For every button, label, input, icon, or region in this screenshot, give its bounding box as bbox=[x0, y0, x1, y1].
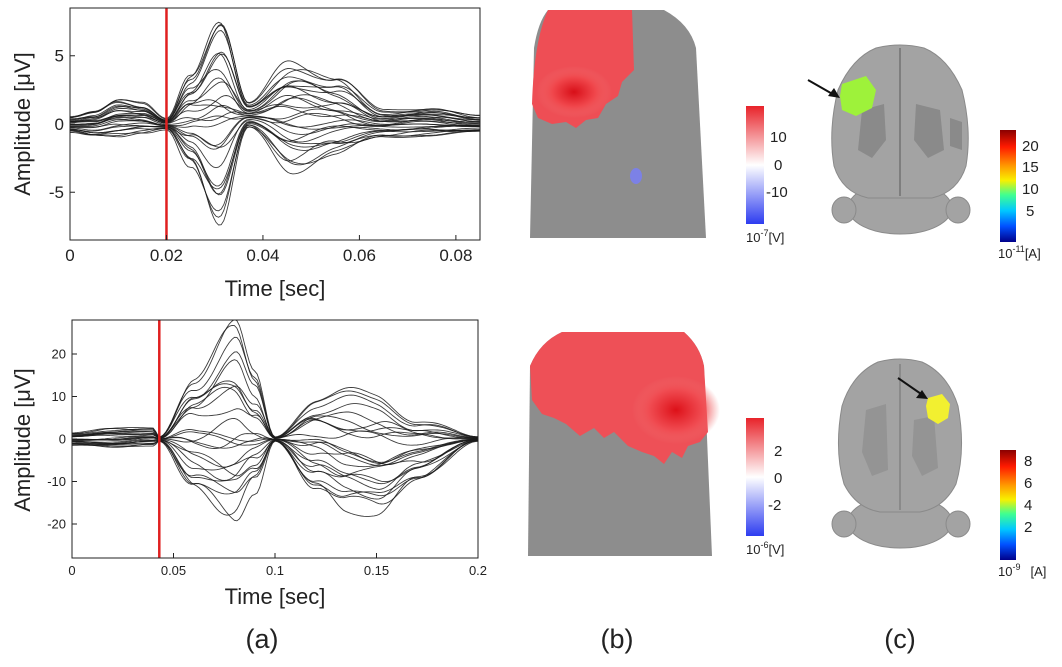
eeg-traces-top bbox=[70, 21, 480, 226]
y-tick-label-bottom-1: -20 bbox=[47, 517, 66, 532]
eeg-traces-bottom bbox=[72, 320, 478, 522]
amplitude-plot-bottom: 0 0.05 0.1 0.15 0.2 -20 -10 0 10 20 Amplitude [μV… bbox=[10, 319, 487, 609]
panel-label-b: (b) bbox=[601, 624, 634, 654]
flocculus-left-bottom bbox=[831, 510, 857, 538]
colorbar-unit-b1: 10-7[V] bbox=[746, 228, 784, 245]
cortex-patch-right-top bbox=[914, 104, 944, 158]
x-tick-label-bottom-5: 0.2 bbox=[469, 563, 487, 578]
x-tick-label-top-5: 0.08 bbox=[439, 246, 472, 265]
colorbar-tick-b1-1: 10 bbox=[770, 129, 787, 146]
colorbar-gradient-b2 bbox=[746, 418, 764, 536]
colorbar-tick-b2-3: -2 bbox=[768, 497, 781, 514]
cortex-patch-left-top bbox=[858, 104, 886, 158]
positive-peak-bottom bbox=[632, 376, 720, 444]
eeg-trace-top-12 bbox=[70, 116, 480, 146]
colorbar-gradient-b1 bbox=[746, 106, 764, 224]
cortex-patch-right-bottom bbox=[912, 416, 938, 476]
cortex-patch-lateral-top bbox=[950, 118, 962, 150]
colorbar-tick-c1-3: 10 bbox=[1022, 181, 1039, 198]
x-tick-label-top-4: 0.06 bbox=[343, 246, 376, 265]
eeg-trace-top-3 bbox=[70, 124, 480, 218]
axis-ticks-bottom: 0 0.05 0.1 0.15 0.2 -20 -10 0 10 20 bbox=[47, 347, 487, 578]
cortex-patch-left-bottom bbox=[862, 404, 888, 476]
flocculus-right-top bbox=[945, 196, 971, 224]
positive-peak-top bbox=[536, 66, 612, 118]
x-tick-label-top-2: 0.02 bbox=[150, 246, 183, 265]
colorbar-unit-c2: 10-9 [A] bbox=[998, 562, 1046, 579]
colorbar-gradient-c1 bbox=[1000, 130, 1016, 242]
colorbar-tick-c2-2: 6 bbox=[1024, 475, 1032, 492]
colorbar-tick-c2-1: 8 bbox=[1024, 453, 1032, 470]
x-tick-label-top-3: 0.04 bbox=[246, 246, 279, 265]
arrow-head-top bbox=[828, 88, 840, 98]
x-tick-label-bottom-3: 0.1 bbox=[266, 563, 284, 578]
eeg-trace-bottom-24 bbox=[72, 320, 478, 438]
x-tick-label-bottom-2: 0.05 bbox=[161, 563, 186, 578]
eeg-trace-top-14 bbox=[70, 112, 480, 127]
colorbar-gradient-c2 bbox=[1000, 450, 1016, 560]
axis-ticks-top: 0 0.02 0.04 0.06 0.08 -5 0 5 bbox=[49, 47, 473, 265]
colorbar-tick-c2-4: 2 bbox=[1024, 519, 1032, 536]
eeg-trace-top-2 bbox=[70, 126, 480, 226]
arrow-head-bottom bbox=[916, 390, 928, 399]
colorbar-potential-top: 10 0 -10 10-7[V] bbox=[746, 106, 788, 245]
y-tick-label-top-3: 5 bbox=[55, 47, 64, 66]
eeg-trace-top-23 bbox=[70, 51, 480, 122]
eeg-trace-top-19 bbox=[70, 94, 480, 123]
colorbar-tick-b1-2: 0 bbox=[774, 157, 782, 174]
potential-map-bottom bbox=[528, 332, 720, 556]
x-tick-label-bottom-4: 0.15 bbox=[364, 563, 389, 578]
y-axis-label-top: Amplitude [μV] bbox=[10, 52, 35, 196]
y-tick-label-bottom-5: 20 bbox=[52, 347, 66, 362]
y-tick-label-bottom-2: -10 bbox=[47, 474, 66, 489]
colorbar-tick-b2-2: 0 bbox=[774, 470, 782, 487]
amplitude-plot-top: 0 0.02 0.04 0.06 0.08 -5 0 5 Amplitude [μV] Tim… bbox=[10, 7, 481, 301]
eeg-trace-bottom-14 bbox=[72, 418, 478, 464]
colorbar-unit-c1: 10-11[A] bbox=[998, 244, 1041, 261]
source-activation-top bbox=[840, 76, 876, 116]
arrow-shaft-bottom bbox=[897, 377, 925, 397]
brain-source-top bbox=[807, 44, 971, 235]
negative-spot-top bbox=[630, 168, 642, 184]
colorbar-unit-b2: 10-6[V] bbox=[746, 540, 784, 557]
panel-label-a: (a) bbox=[246, 624, 279, 654]
eeg-trace-top-9 bbox=[70, 119, 480, 169]
x-axis-label-bottom: Time [sec] bbox=[225, 584, 326, 609]
eeg-trace-bottom-8 bbox=[72, 439, 478, 490]
colorbar-tick-c1-1: 20 bbox=[1022, 138, 1039, 155]
eeg-trace-top-27 bbox=[70, 23, 480, 120]
colorbar-current-bottom: 8 6 4 2 10-9 [A] bbox=[998, 450, 1046, 579]
potential-map-top bbox=[530, 10, 706, 238]
eeg-trace-top-1 bbox=[70, 126, 480, 212]
eeg-trace-bottom-20 bbox=[72, 359, 478, 439]
source-activation-bottom bbox=[926, 394, 950, 424]
flocculus-right-bottom bbox=[945, 510, 971, 538]
colorbar-tick-b1-3: -10 bbox=[766, 184, 788, 201]
y-tick-label-bottom-4: 10 bbox=[52, 389, 66, 404]
panel-label-c: (c) bbox=[884, 624, 915, 654]
y-tick-label-top-1: -5 bbox=[49, 183, 64, 202]
colorbar-tick-b2-1: 2 bbox=[774, 443, 782, 460]
colorbar-tick-c2-3: 4 bbox=[1024, 497, 1032, 514]
brain-source-bottom bbox=[831, 358, 971, 549]
eeg-trace-bottom-9 bbox=[72, 438, 478, 477]
eeg-trace-top-28 bbox=[70, 24, 480, 119]
colorbar-tick-c1-4: 5 bbox=[1026, 203, 1034, 220]
x-tick-label-top-1: 0 bbox=[65, 246, 74, 265]
eeg-trace-top-8 bbox=[70, 120, 480, 148]
y-tick-label-bottom-3: 0 bbox=[59, 432, 66, 447]
colorbar-current-top: 20 15 10 5 10-11[A] bbox=[998, 130, 1041, 261]
colorbar-tick-c1-2: 15 bbox=[1022, 159, 1039, 176]
flocculus-left-top bbox=[831, 196, 857, 224]
y-axis-label-bottom: Amplitude [μV] bbox=[10, 368, 35, 512]
colorbar-potential-bottom: 2 0 -2 10-6[V] bbox=[746, 418, 784, 557]
eeg-trace-top-17 bbox=[70, 95, 480, 123]
y-tick-label-top-2: 0 bbox=[55, 115, 64, 134]
eeg-trace-bottom-23 bbox=[72, 324, 478, 438]
x-tick-label-bottom-1: 0 bbox=[68, 563, 75, 578]
x-axis-label-top: Time [sec] bbox=[225, 276, 326, 301]
